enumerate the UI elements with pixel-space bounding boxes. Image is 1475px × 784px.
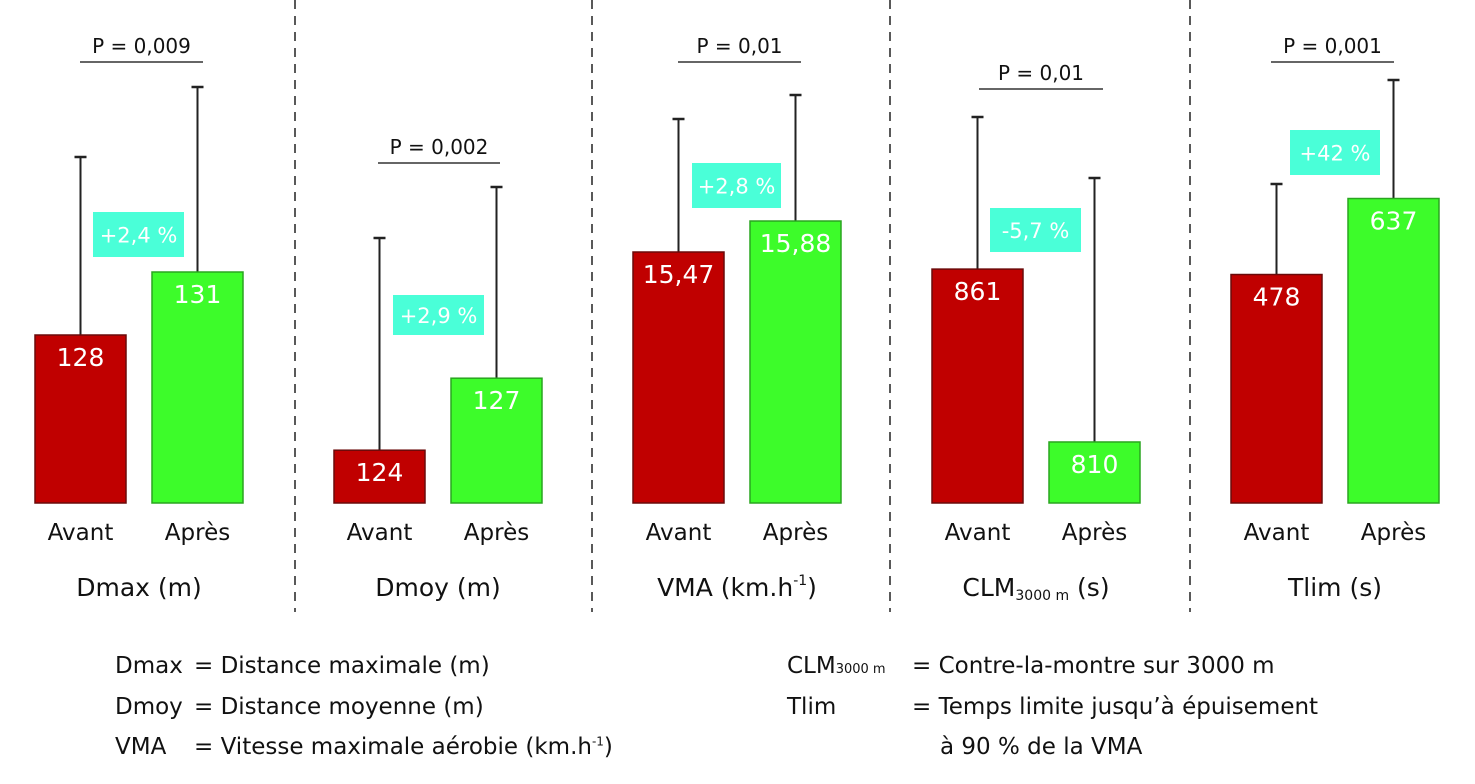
percent-change-box bbox=[393, 295, 484, 335]
bar-apres bbox=[749, 220, 842, 504]
bar-avant bbox=[34, 334, 127, 504]
legend-tlim-def: = Temps limite jusqu’à épuisement bbox=[912, 694, 1319, 720]
category-label: Après bbox=[464, 520, 529, 546]
bar-avant bbox=[333, 449, 426, 504]
bar-value-label: 124 bbox=[356, 458, 404, 487]
p-value-label: P = 0,009 bbox=[92, 34, 191, 58]
category-label: Avant bbox=[48, 520, 114, 546]
percent-change-box bbox=[93, 212, 184, 257]
panel-5: 478 Avant 637 Après P = 0,001 +42 % Tlim (s) bbox=[1230, 34, 1440, 602]
bar-value-label: 15,47 bbox=[643, 260, 715, 289]
percent-change-box bbox=[692, 163, 781, 208]
category-label: Avant bbox=[945, 520, 1011, 546]
legend-vma-def: = Vitesse maximale aérobie (km.h-1) bbox=[194, 734, 613, 760]
panel-title: Tlim (s) bbox=[1287, 573, 1382, 602]
category-label: Après bbox=[1062, 520, 1127, 546]
bar-apres bbox=[151, 271, 244, 504]
category-label: Avant bbox=[646, 520, 712, 546]
percent-change-box bbox=[1290, 130, 1380, 175]
bar-value-label: 810 bbox=[1071, 450, 1119, 479]
bar-avant bbox=[931, 268, 1024, 504]
category-label: Après bbox=[763, 520, 828, 546]
bar-value-label: 127 bbox=[473, 386, 521, 415]
percent-change-label: -5,7 % bbox=[1002, 219, 1070, 243]
bar-apres bbox=[1048, 441, 1141, 504]
bar-avant bbox=[1230, 273, 1323, 504]
percent-change-label: +42 % bbox=[1300, 142, 1371, 166]
panel-1: 128 Avant 131 Après P = 0,009 +2,4 % Dmax (m) bbox=[34, 34, 244, 602]
percent-change-label: +2,8 % bbox=[698, 175, 776, 199]
percent-change-label: +2,4 % bbox=[100, 224, 178, 248]
legend-dmoy: Dmoy bbox=[115, 694, 183, 720]
percent-change-box bbox=[990, 208, 1081, 252]
legend-tlim-def-cont: à 90 % de la VMA bbox=[940, 734, 1143, 760]
category-label: Après bbox=[1361, 520, 1426, 546]
bar-value-label: 861 bbox=[954, 277, 1002, 306]
bar-value-label: 478 bbox=[1253, 283, 1301, 312]
bar-apres bbox=[1347, 197, 1440, 504]
p-value-label: P = 0,01 bbox=[998, 61, 1084, 85]
panel-3: 15,47 Avant 15,88 Après P = 0,01 +2,8 % VMA (k… bbox=[632, 34, 842, 602]
panel-title: CLM3000 m (s) bbox=[962, 573, 1109, 604]
percent-change-label: +2,9 % bbox=[400, 304, 478, 328]
panel-2: 124 Avant 127 Après P = 0,002 +2,9 % Dmoy (m) bbox=[333, 135, 543, 602]
legend-clm-def: = Contre-la-montre sur 3000 m bbox=[912, 653, 1275, 679]
panel-title: VMA (km.h-1) bbox=[657, 573, 817, 602]
legend-dmoy-def: = Distance moyenne (m) bbox=[194, 694, 484, 720]
p-value-label: P = 0,001 bbox=[1283, 34, 1382, 58]
panel-title: Dmax (m) bbox=[76, 573, 202, 602]
legend-tlim: Tlim bbox=[787, 694, 837, 720]
bar-apres bbox=[450, 377, 543, 504]
category-label: Avant bbox=[1244, 520, 1310, 546]
panel-4: 861 Avant 810 Après P = 0,01 -5,7 % CLM3000 m … bbox=[931, 61, 1141, 604]
legend-dmax-def: = Distance maximale (m) bbox=[194, 653, 490, 679]
panel-title: Dmoy (m) bbox=[375, 573, 501, 602]
bar-value-label: 15,88 bbox=[760, 229, 832, 258]
legend-dmax: Dmax bbox=[115, 653, 183, 679]
p-value-label: P = 0,01 bbox=[696, 34, 782, 58]
bar-avant bbox=[632, 251, 725, 504]
category-label: Après bbox=[165, 520, 230, 546]
bar-value-label: 131 bbox=[174, 280, 222, 309]
bar-value-label: 128 bbox=[57, 343, 105, 372]
p-value-label: P = 0,002 bbox=[390, 135, 489, 159]
legend-clm: CLM3000 m bbox=[787, 653, 886, 679]
bar-value-label: 637 bbox=[1370, 207, 1418, 236]
legend-vma: VMA bbox=[115, 734, 167, 760]
category-label: Avant bbox=[347, 520, 413, 546]
